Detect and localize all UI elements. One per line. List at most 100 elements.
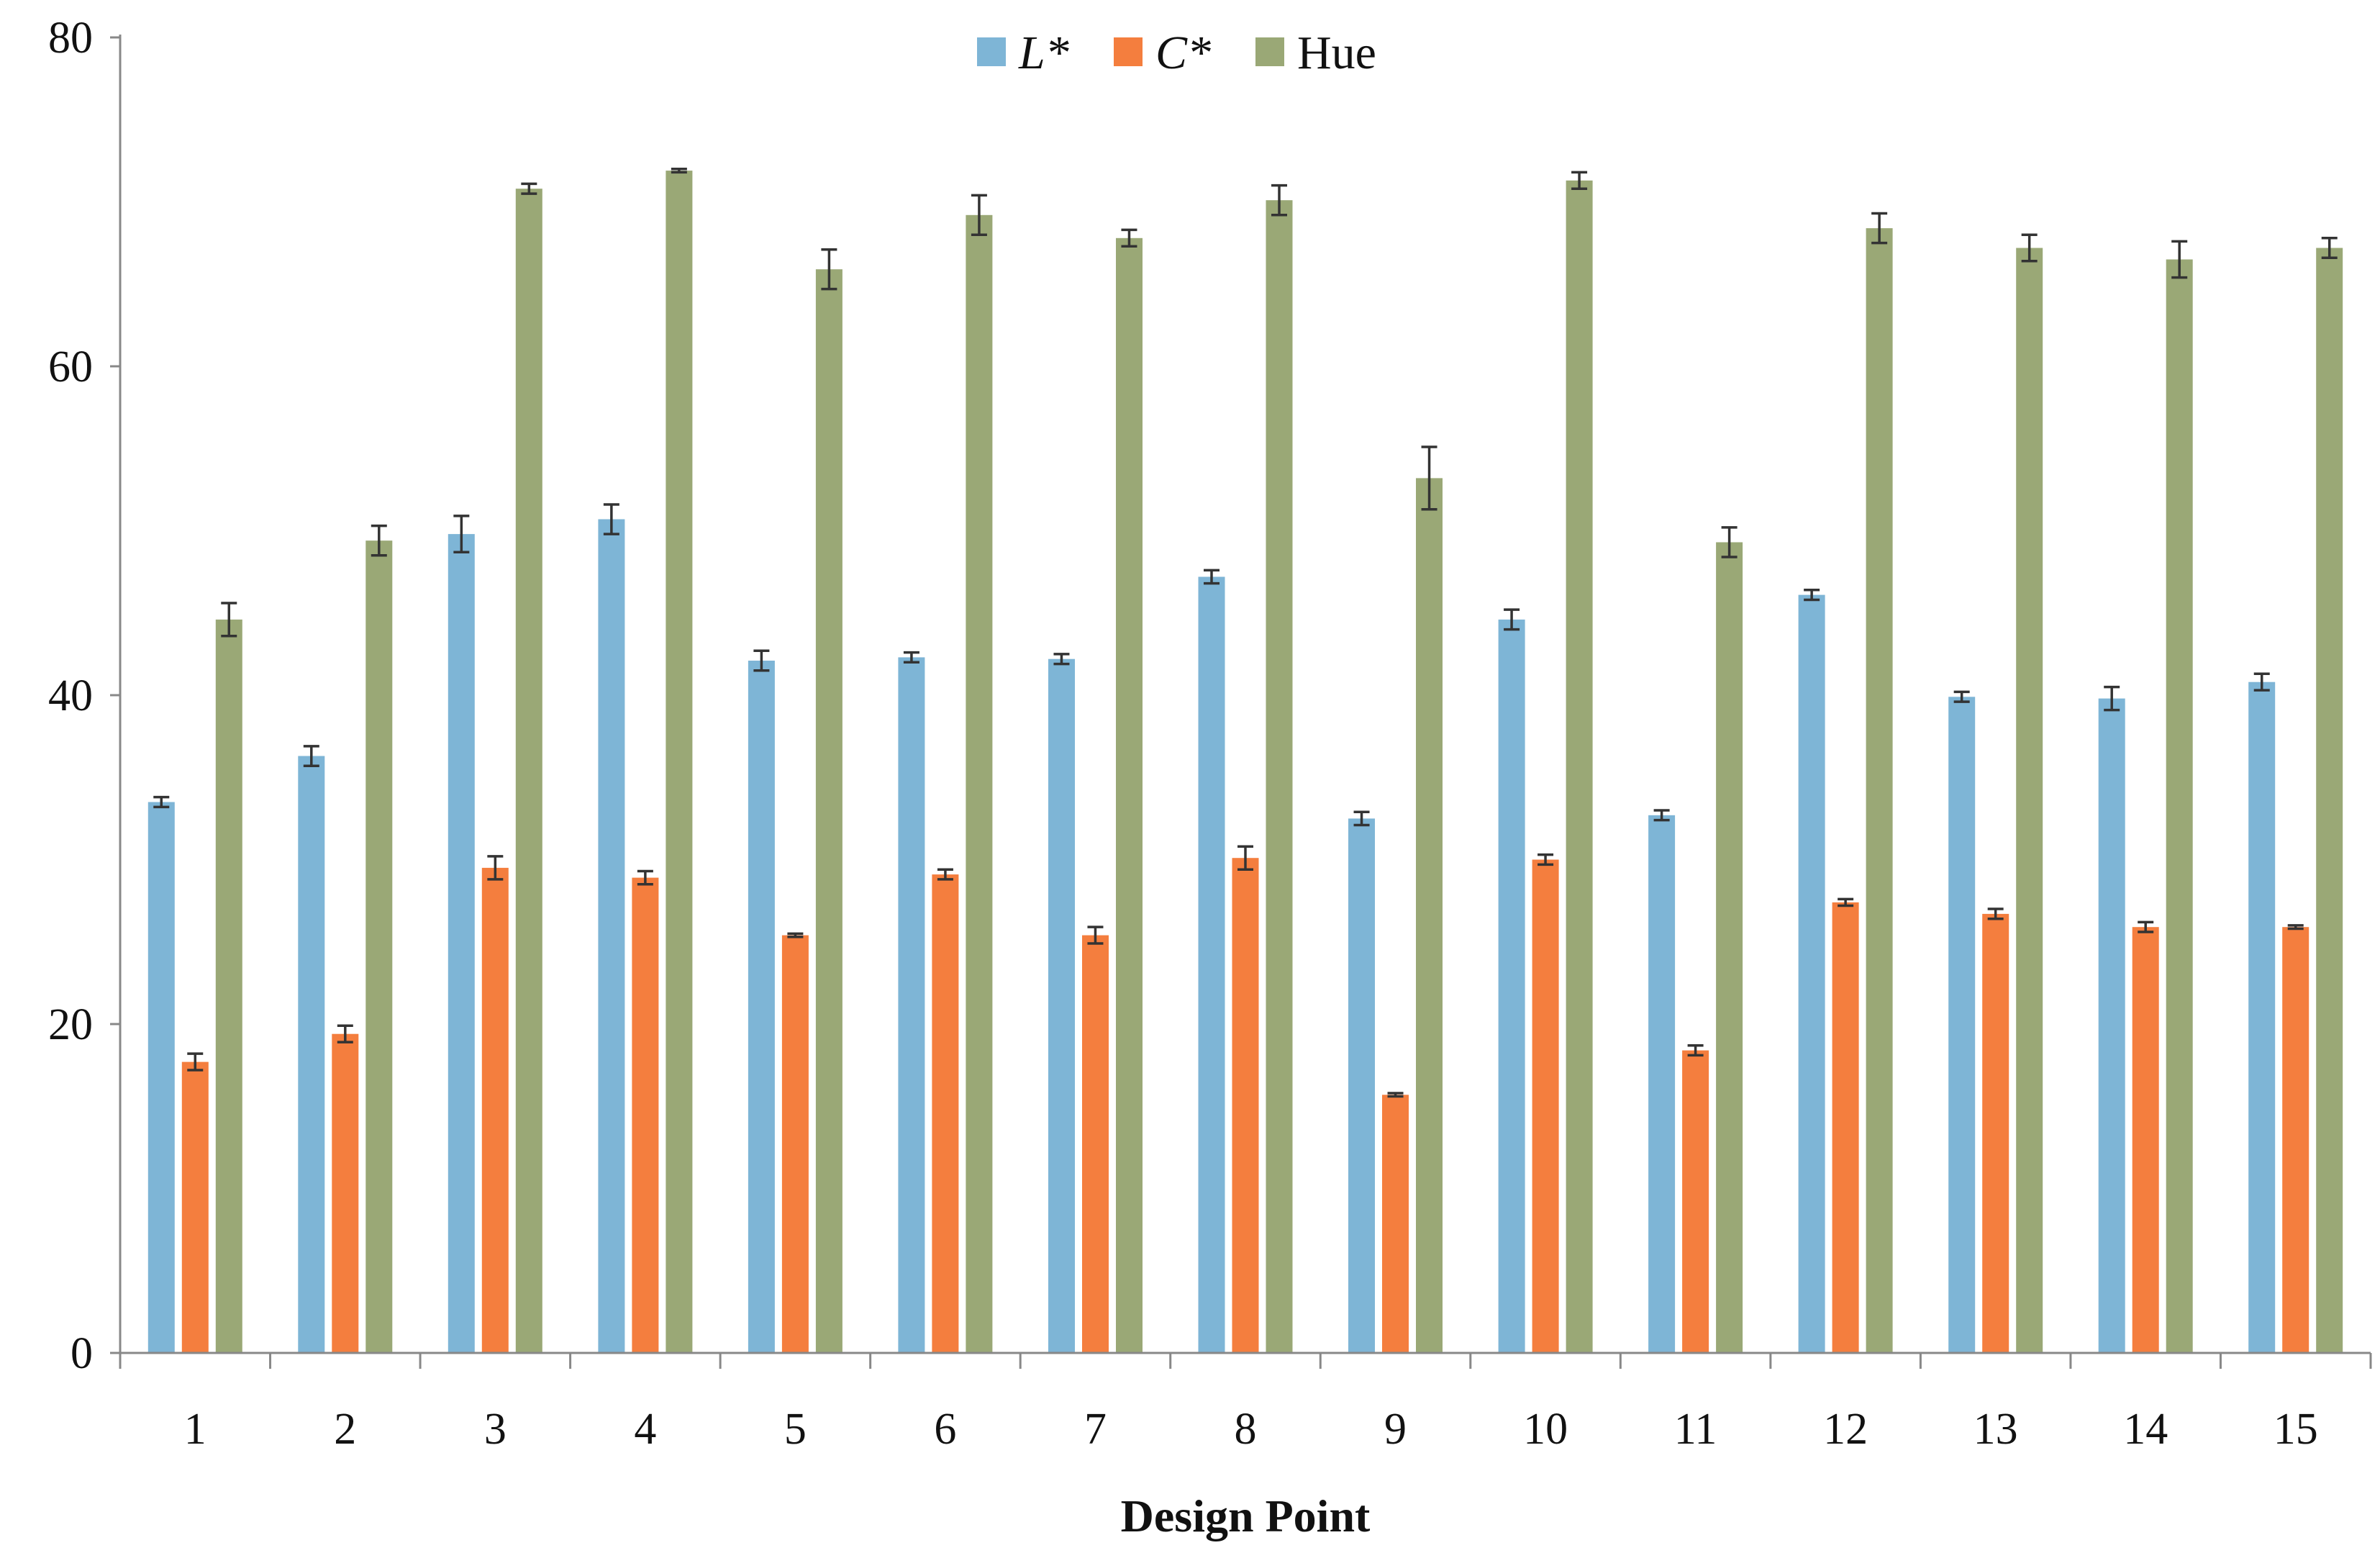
- bar-lstar-10: [1498, 619, 1525, 1353]
- x-tick-label-3: 3: [484, 1405, 507, 1454]
- error-bar-lstar-4: [603, 503, 619, 535]
- legend-item-hue: Hue: [1255, 27, 1376, 79]
- error-bar-cstar-9: [1387, 1092, 1404, 1098]
- error-bar-lstar-13: [1953, 690, 1970, 703]
- error-bar-hue-4: [671, 168, 687, 174]
- error-bar-cstar-14: [2138, 920, 2154, 933]
- bar-cstar-4: [632, 877, 659, 1353]
- legend-item-lstar: L*: [977, 27, 1069, 79]
- error-bar-cstar-2: [337, 1024, 353, 1043]
- error-bar-hue-1: [221, 602, 237, 638]
- x-tick-label-5: 5: [784, 1405, 807, 1454]
- x-tick-label-7: 7: [1084, 1405, 1107, 1454]
- error-bar-lstar-10: [1504, 608, 1520, 631]
- y-tick-label-0: 0: [71, 1329, 93, 1378]
- x-tick-label-2: 2: [334, 1405, 356, 1454]
- error-bar-lstar-7: [1053, 653, 1070, 666]
- bar-hue-15: [2316, 248, 2343, 1353]
- x-tick-label-10: 10: [1523, 1405, 1568, 1454]
- bar-hue-4: [666, 171, 693, 1354]
- y-tick-label-40: 40: [48, 671, 93, 720]
- bar-lstar-15: [2248, 682, 2276, 1353]
- x-tick-label-12: 12: [1823, 1405, 1868, 1454]
- error-bar-lstar-9: [1353, 810, 1370, 827]
- x-tick-label-13: 13: [1974, 1405, 2018, 1454]
- legend-swatch: [977, 37, 1006, 66]
- error-bar-lstar-15: [2253, 672, 2270, 692]
- bar-hue-1: [215, 619, 242, 1353]
- bar-lstar-3: [448, 534, 475, 1353]
- legend-label: L*: [1018, 27, 1069, 79]
- bar-lstar-12: [1798, 594, 1825, 1353]
- error-bar-cstar-6: [937, 868, 953, 881]
- y-tick-label-60: 60: [48, 343, 93, 391]
- error-bar-lstar-5: [753, 649, 770, 672]
- error-bar-cstar-8: [1237, 845, 1253, 871]
- legend: L* C* Hue: [977, 27, 1376, 79]
- error-bar-hue-15: [2321, 237, 2338, 259]
- bar-hue-8: [1266, 200, 1293, 1354]
- error-bar-lstar-8: [1204, 569, 1219, 585]
- x-tick-label-6: 6: [934, 1405, 956, 1454]
- error-bar-cstar-1: [187, 1052, 204, 1072]
- bar-cstar-2: [332, 1033, 359, 1353]
- bar-cstar-11: [1682, 1050, 1709, 1353]
- error-bar-cstar-7: [1087, 925, 1104, 945]
- error-bar-hue-14: [2171, 240, 2188, 279]
- bar-hue-11: [1716, 542, 1743, 1353]
- error-bar-hue-5: [821, 248, 837, 291]
- x-tick-label-4: 4: [634, 1405, 656, 1454]
- bar-cstar-14: [2132, 927, 2159, 1353]
- x-tick-label-9: 9: [1384, 1405, 1407, 1454]
- bar-cstar-12: [1832, 902, 1859, 1353]
- error-bar-hue-2: [371, 524, 387, 557]
- x-tick-label-8: 8: [1235, 1405, 1257, 1454]
- error-bar-hue-13: [2021, 233, 2038, 263]
- error-bar-hue-8: [1271, 184, 1287, 217]
- error-bar-hue-9: [1421, 445, 1437, 511]
- bar-lstar-14: [2098, 698, 2125, 1353]
- error-bar-hue-12: [1871, 212, 1888, 245]
- bar-hue-12: [1866, 228, 1893, 1354]
- bar-cstar-1: [181, 1061, 209, 1353]
- bar-hue-3: [515, 189, 542, 1354]
- error-bar-cstar-10: [1538, 853, 1554, 866]
- bar-cstar-15: [2282, 927, 2309, 1353]
- error-bar-hue-10: [1571, 171, 1588, 190]
- bar-cstar-8: [1232, 858, 1259, 1353]
- bar-hue-14: [2166, 259, 2193, 1353]
- error-bar-hue-7: [1121, 228, 1137, 248]
- bar-hue-7: [1116, 237, 1143, 1353]
- x-tick-label-11: 11: [1674, 1405, 1717, 1454]
- bar-lstar-1: [147, 802, 175, 1353]
- legend-label: C*: [1155, 27, 1211, 79]
- error-bar-cstar-3: [487, 855, 504, 881]
- bar-lstar-2: [298, 756, 325, 1353]
- error-bar-lstar-1: [153, 795, 170, 809]
- bar-hue-2: [365, 540, 393, 1354]
- bar-hue-6: [966, 214, 993, 1353]
- error-bar-cstar-13: [1987, 907, 2004, 920]
- bar-lstar-7: [1048, 658, 1075, 1353]
- bar-hue-10: [1566, 180, 1593, 1353]
- error-bar-lstar-6: [903, 651, 919, 664]
- bar-hue-9: [1416, 478, 1443, 1353]
- bar-lstar-11: [1648, 815, 1676, 1353]
- error-bar-cstar-4: [637, 869, 653, 886]
- error-bar-hue-11: [1721, 526, 1738, 558]
- plot-area: [147, 168, 2343, 1354]
- y-tick-label-80: 80: [48, 14, 93, 63]
- bar-lstar-5: [748, 661, 775, 1353]
- x-tick-label-14: 14: [2123, 1405, 2168, 1454]
- bar-cstar-7: [1082, 935, 1109, 1353]
- bar-lstar-6: [898, 657, 925, 1353]
- legend-item-cstar: C*: [1114, 27, 1211, 79]
- error-bar-hue-3: [521, 182, 537, 195]
- bar-cstar-6: [932, 874, 959, 1353]
- error-bar-lstar-2: [303, 745, 319, 768]
- bar-lstar-13: [1948, 697, 1976, 1353]
- bar-cstar-10: [1532, 859, 1559, 1353]
- bar-cstar-9: [1382, 1095, 1409, 1353]
